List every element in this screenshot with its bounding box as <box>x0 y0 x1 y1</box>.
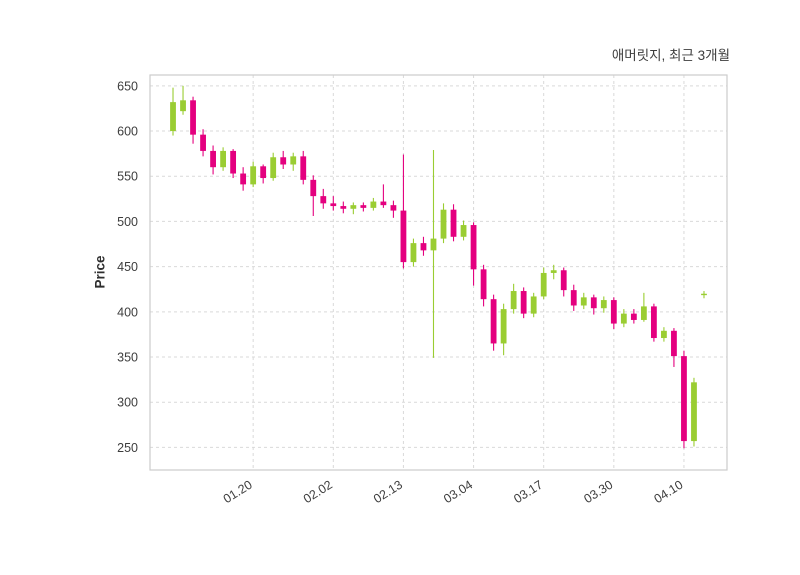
candle-body <box>260 166 267 179</box>
x-tick-label: 02.13 <box>371 478 405 506</box>
candle-body <box>270 157 277 179</box>
candle-body <box>430 238 437 251</box>
candle-body <box>440 209 447 239</box>
y-tick-label: 350 <box>117 351 138 365</box>
y-tick-label: 500 <box>117 215 138 229</box>
candle-body <box>210 150 216 168</box>
candle-body <box>350 205 357 209</box>
candle-body <box>681 356 687 442</box>
candle-body <box>470 225 477 270</box>
candle-body <box>180 100 186 112</box>
plot-border <box>149 74 728 471</box>
candle-body <box>580 297 587 306</box>
candle-body <box>380 201 387 206</box>
x-tick-label: 01.20 <box>221 478 255 506</box>
candle-body <box>230 150 237 174</box>
candle-body <box>390 205 397 211</box>
y-axis-label: Price <box>92 255 108 289</box>
candle-body <box>701 293 707 296</box>
candle-body <box>330 203 337 207</box>
candle-body <box>400 210 407 263</box>
candle-body <box>220 150 227 168</box>
candle-body <box>610 300 617 324</box>
candle-body <box>300 156 307 180</box>
candle-body <box>420 243 427 251</box>
candle-body <box>510 291 517 310</box>
x-tick-label: 02.02 <box>301 478 335 506</box>
candle-body <box>650 306 657 339</box>
x-tick-label: 03.30 <box>581 478 615 506</box>
candle-body <box>560 270 567 291</box>
candle-body <box>310 179 317 197</box>
candle-body <box>480 269 487 300</box>
candle-body <box>640 306 647 320</box>
candle-body <box>320 196 327 204</box>
candle-body <box>280 157 287 165</box>
y-tick-label: 650 <box>117 79 138 93</box>
candle-body <box>490 299 497 344</box>
candle-body <box>620 313 627 324</box>
candle-body <box>570 290 577 306</box>
candle-body <box>661 330 667 339</box>
candle-body <box>590 297 597 309</box>
candle-body <box>410 243 417 263</box>
candle-body <box>290 156 297 165</box>
x-tick-label: 04.10 <box>652 478 686 506</box>
candle-body <box>450 209 457 237</box>
candle-body <box>250 166 257 185</box>
candle-body <box>520 291 527 314</box>
candle-body <box>370 201 377 208</box>
y-tick-label: 250 <box>117 441 138 455</box>
y-tick-label: 300 <box>117 396 138 410</box>
candle-body <box>540 272 547 297</box>
candle-body <box>360 205 367 208</box>
candle-body <box>550 270 557 273</box>
candle-body <box>671 330 677 357</box>
x-tick-label: 03.04 <box>441 478 475 506</box>
candle-body <box>340 206 347 209</box>
candle-body <box>200 134 206 151</box>
candle-body <box>691 382 697 442</box>
candle-body <box>170 102 176 132</box>
candle-body <box>460 225 467 237</box>
candle-body <box>190 100 196 135</box>
candle-body <box>630 313 637 320</box>
chart-title: 애머릿지, 최근 3개월 <box>611 48 730 63</box>
candle-body <box>240 173 247 185</box>
candle-body <box>530 296 537 314</box>
y-tick-label: 550 <box>117 170 138 184</box>
candle-body <box>500 309 507 344</box>
y-tick-label: 400 <box>117 305 138 319</box>
y-tick-label: 450 <box>117 260 138 274</box>
x-tick-label: 03.17 <box>511 478 545 506</box>
y-tick-label: 600 <box>117 125 138 139</box>
candle-body <box>600 300 607 309</box>
